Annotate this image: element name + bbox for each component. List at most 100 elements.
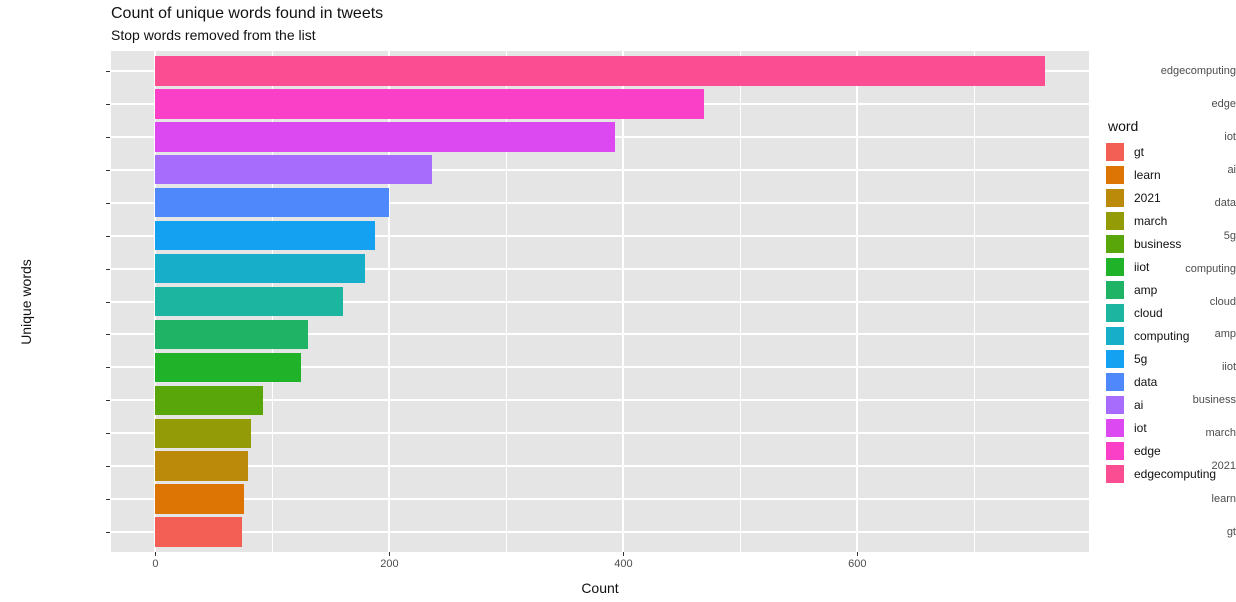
y-tick-label-business: business	[1192, 394, 1236, 407]
legend-label-gt: gt	[1134, 145, 1145, 159]
y-axis-title-text: Unique words	[18, 258, 35, 345]
legend-item-edgecomputing: edgecomputing	[1106, 465, 1216, 483]
h-gridline-march	[111, 432, 1089, 435]
legend-label-business: business	[1134, 237, 1182, 251]
bar-ai	[155, 154, 432, 185]
legend-item-2021: 2021	[1106, 189, 1216, 207]
y-tick-label-learn: learn	[1211, 493, 1236, 506]
y-tick-label-iot: iot	[1224, 130, 1236, 143]
y-tick-label-iiot: iiot	[1221, 361, 1236, 374]
x-tick-label-400: 400	[614, 558, 633, 570]
x-tick-label-0: 0	[152, 558, 159, 570]
legend-swatch-iot	[1106, 419, 1124, 437]
legend-item-edge: edge	[1106, 442, 1216, 460]
y-tick-label-2021: 2021	[1211, 460, 1236, 473]
h-gridline-gt	[111, 531, 1089, 534]
bar-learn	[155, 484, 245, 515]
legend-item-data: data	[1106, 373, 1216, 391]
legend-swatch-edge	[1106, 442, 1124, 460]
bar-5g	[155, 220, 376, 251]
x-axis-title: Count	[581, 580, 619, 596]
y-tick-mark-ai	[106, 169, 110, 171]
legend-label-computing: computing	[1134, 329, 1190, 343]
legend-item-amp: amp	[1106, 281, 1216, 299]
y-tick-mark-business	[106, 400, 110, 402]
bar-march	[155, 418, 252, 449]
bar-2021	[155, 451, 248, 482]
legend-swatch-gt	[1106, 143, 1124, 161]
x-tick-mark-0	[155, 552, 157, 556]
legend-label-amp: amp	[1134, 283, 1158, 297]
legend-swatch-business	[1106, 235, 1124, 253]
y-tick-mark-data	[106, 202, 110, 204]
legend-item-cloud: cloud	[1106, 304, 1216, 322]
y-tick-mark-gt	[106, 532, 110, 534]
bar-amp	[155, 319, 308, 350]
legend-swatch-cloud	[1106, 304, 1124, 322]
v-minor-gridline-300	[506, 51, 508, 552]
y-tick-mark-iiot	[106, 367, 110, 369]
y-tick-label-computing: computing	[1185, 262, 1236, 275]
y-tick-mark-5g	[106, 235, 110, 237]
v-major-gridline-200	[388, 51, 391, 552]
legend-swatch-5g	[1106, 350, 1124, 368]
x-tick-mark-400	[623, 552, 625, 556]
chart-subtitle: Stop words removed from the list	[111, 27, 316, 43]
legend-label-cloud: cloud	[1134, 306, 1163, 320]
legend-swatch-amp	[1106, 281, 1124, 299]
legend-item-ai: ai	[1106, 396, 1216, 414]
legend-item-gt: gt	[1106, 143, 1216, 161]
legend-item-march: march	[1106, 212, 1216, 230]
v-major-gridline-400	[622, 51, 625, 552]
legend-item-learn: learn	[1106, 166, 1216, 184]
x-tick-label-600: 600	[848, 558, 867, 570]
bar-computing	[155, 253, 365, 284]
bar-data	[155, 187, 390, 218]
legend-item-5g: 5g	[1106, 350, 1216, 368]
y-tick-mark-learn	[106, 499, 110, 501]
legend-swatch-data	[1106, 373, 1124, 391]
y-tick-mark-edgecomputing	[106, 70, 110, 72]
y-tick-mark-cloud	[106, 301, 110, 303]
legend-swatch-ai	[1106, 396, 1124, 414]
v-major-gridline-600	[856, 51, 859, 552]
y-tick-mark-march	[106, 433, 110, 435]
legend-items: gt learn 2021 march business iiot amp cloud comp…	[1106, 143, 1216, 483]
h-gridline-amp	[111, 333, 1089, 336]
y-tick-label-edge: edge	[1211, 97, 1236, 110]
legend-item-business: business	[1106, 235, 1216, 253]
bar-iot	[155, 121, 616, 152]
legend-title: word	[1108, 118, 1139, 134]
bar-cloud	[155, 286, 343, 317]
legend-label-learn: learn	[1134, 168, 1161, 182]
h-gridline-iiot	[111, 366, 1089, 369]
legend-swatch-learn	[1106, 166, 1124, 184]
x-tick-mark-600	[857, 552, 859, 556]
y-tick-label-edgecomputing: edgecomputing	[1160, 64, 1236, 77]
legend-label-ai: ai	[1134, 398, 1144, 412]
legend-label-edge: edge	[1134, 444, 1161, 458]
y-tick-mark-computing	[106, 268, 110, 270]
legend-item-iiot: iiot	[1106, 258, 1216, 276]
y-tick-label-5g: 5g	[1223, 229, 1236, 242]
y-tick-label-data: data	[1214, 196, 1236, 209]
v-minor-gridline-500	[740, 51, 742, 552]
h-gridline-learn	[111, 498, 1089, 501]
v-minor-gridline-700	[974, 51, 976, 552]
bar-edgecomputing	[155, 55, 1045, 86]
x-tick-label-200: 200	[380, 558, 399, 570]
h-gridline-2021	[111, 465, 1089, 468]
y-tick-mark-edge	[106, 103, 110, 105]
bar-business	[155, 385, 264, 416]
x-tick-mark-200	[389, 552, 391, 556]
h-gridline-ai	[111, 168, 1089, 171]
legend-swatch-2021	[1106, 189, 1124, 207]
y-tick-label-ai: ai	[1227, 163, 1236, 176]
h-gridline-cloud	[111, 300, 1089, 303]
legend-item-computing: computing	[1106, 327, 1216, 345]
h-gridline-5g	[111, 234, 1089, 237]
legend-label-edgecomputing: edgecomputing	[1134, 467, 1217, 481]
legend-label-march: march	[1134, 214, 1168, 228]
legend-swatch-edgecomputing	[1106, 465, 1124, 483]
